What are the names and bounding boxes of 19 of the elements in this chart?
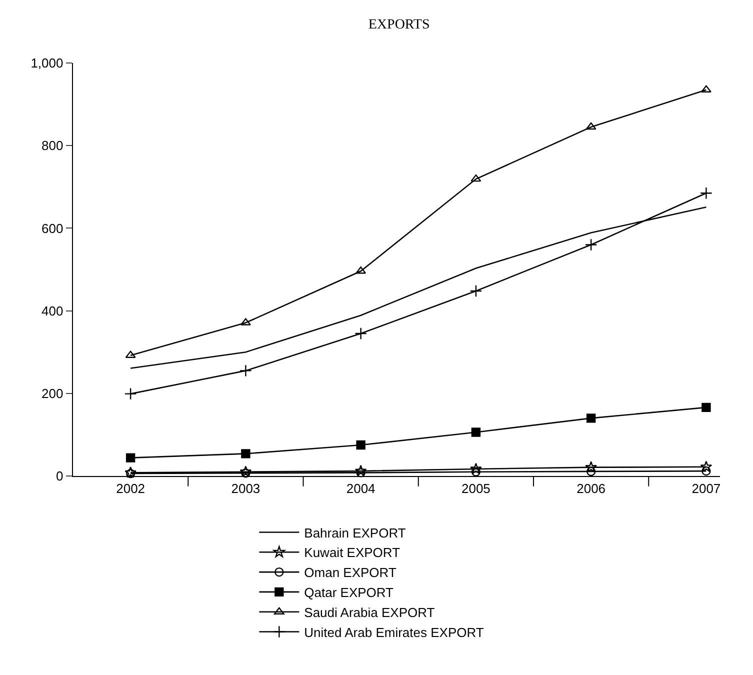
- x-tick-label: 2003: [231, 480, 260, 496]
- legend-label: Bahrain EXPORT: [304, 525, 406, 540]
- x-tick-label: 2005: [461, 480, 490, 496]
- legend-label: Kuwait EXPORT: [304, 545, 400, 560]
- legend-label: Saudi Arabia EXPORT: [304, 604, 435, 620]
- y-tick-label: 1,000: [30, 56, 64, 71]
- legend-label: Qatar EXPORT: [304, 585, 394, 600]
- x-tick-label: 2002: [116, 480, 146, 496]
- x-tick-label: 2007: [692, 480, 721, 496]
- legend-label: United Arab Emirates EXPORT: [304, 624, 484, 640]
- y-tick-label: 400: [42, 303, 64, 318]
- x-tick-label: 2006: [576, 480, 606, 496]
- y-tick-label: 800: [42, 138, 64, 154]
- legend-label: Oman EXPORT: [304, 565, 396, 580]
- chart-title: EXPORTS: [368, 18, 430, 33]
- y-tick-label: 200: [42, 386, 64, 401]
- x-tick-label: 2004: [346, 480, 376, 496]
- y-tick-label: 0: [56, 468, 64, 484]
- y-tick-label: 600: [42, 220, 64, 236]
